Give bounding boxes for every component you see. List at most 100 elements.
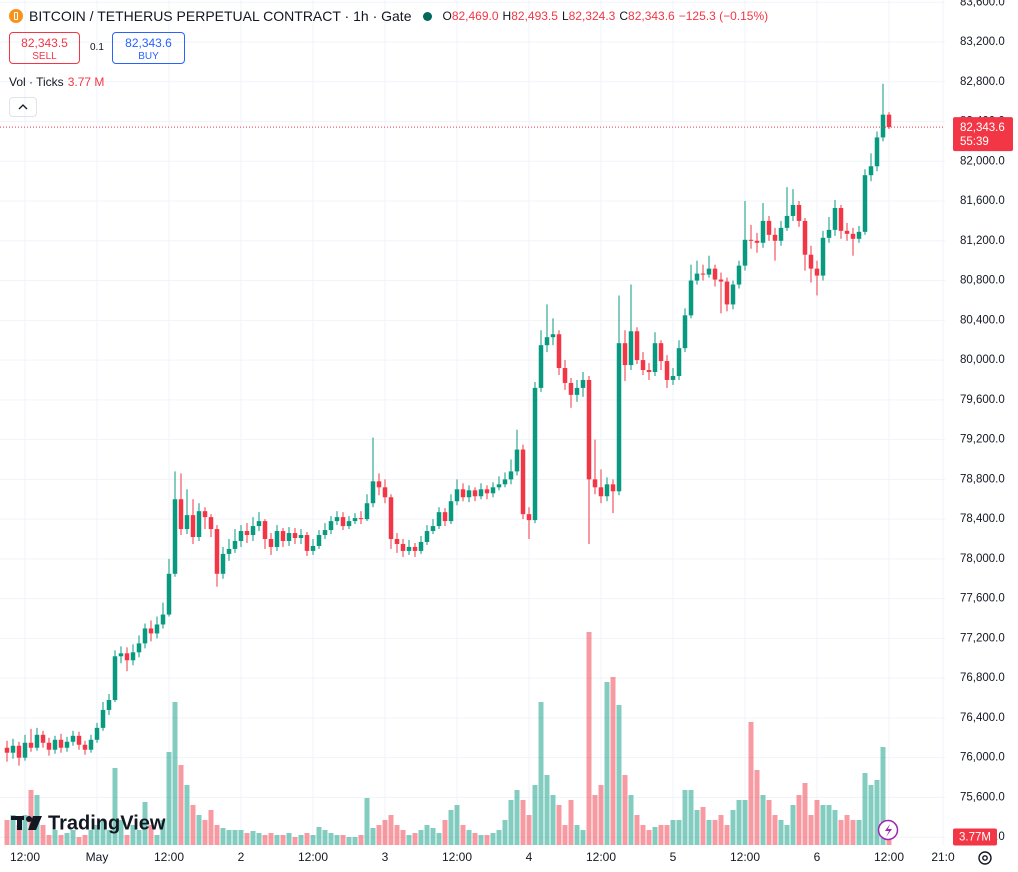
candle-body: [736, 265, 742, 285]
buy-button[interactable]: 82,343.6 BUY: [112, 32, 185, 64]
candle-body: [886, 114, 892, 128]
y-tick-label: 83,600.0: [960, 0, 1005, 8]
y-tick-label: 76,800.0: [960, 672, 1005, 684]
candle-body: [784, 215, 790, 228]
candle-body: [514, 449, 520, 472]
volume-bar: [166, 752, 172, 845]
volume-bar: [124, 835, 130, 845]
volume-bar: [46, 835, 52, 845]
time-axis-panel: [0, 845, 1018, 872]
y-tick-label: 82,800.0: [960, 76, 1005, 88]
candle-body: [586, 379, 592, 480]
gear-inner[interactable]: [982, 855, 988, 861]
y-tick-label: 78,400.0: [960, 513, 1005, 525]
collapse-icon[interactable]: [10, 98, 36, 116]
volume-bar: [724, 825, 730, 845]
settings-icon[interactable]: [978, 851, 992, 865]
y-tick-label: 77,600.0: [960, 593, 1005, 605]
y-tick-label: 80,400.0: [960, 314, 1005, 326]
candle-body: [70, 735, 76, 742]
candle-body: [640, 360, 646, 371]
volume-bar: [466, 830, 472, 845]
label-layer: 82,343.6 55:39 3.77M: [953, 117, 1013, 846]
candle-body: [232, 540, 238, 549]
status-dot: [423, 11, 433, 21]
candle-body: [466, 490, 472, 498]
volume-bar: [496, 830, 502, 845]
volume-bar: [448, 810, 454, 845]
volume-bar: [196, 815, 202, 845]
gear-outer[interactable]: [978, 851, 992, 865]
volume-bar: [736, 800, 742, 845]
candle-body: [844, 230, 850, 234]
candle-body: [118, 653, 124, 657]
volume-bar: [250, 831, 256, 845]
lightning-icon[interactable]: [877, 819, 899, 841]
candle-layer: [4, 83, 892, 766]
icon-bolt[interactable]: [885, 824, 892, 837]
chevron[interactable]: [18, 104, 28, 110]
candle-body: [682, 315, 688, 349]
candle-body: [190, 515, 196, 538]
candle-body: [100, 709, 106, 728]
sell-label[interactable]: SELL: [32, 51, 57, 62]
volume-bar: [202, 820, 208, 845]
candle-body: [610, 484, 616, 492]
last-price-label: 82,343.6: [960, 122, 1005, 134]
volume-bar: [850, 820, 856, 845]
candle-body: [634, 331, 640, 361]
buy-price[interactable]: 82,343.6: [125, 36, 172, 50]
candle-body: [148, 628, 154, 634]
volume-bar: [76, 837, 82, 845]
candle-body: [196, 511, 202, 538]
candle-body: [874, 137, 880, 167]
sell-price[interactable]: 82,343.5: [21, 36, 68, 50]
candle-body: [622, 343, 628, 366]
candle-body: [16, 745, 22, 758]
volume-bar: [676, 820, 682, 845]
candle-body: [172, 499, 178, 574]
volume-bar: [100, 820, 106, 845]
volume-bar: [802, 783, 808, 845]
candle-body: [556, 334, 562, 369]
volume-bar: [328, 833, 334, 845]
volume-bar: [628, 795, 634, 845]
y-tick-label: 81,600.0: [960, 195, 1005, 207]
candle-body: [238, 531, 244, 541]
candle-body: [508, 471, 514, 480]
candle-body: [76, 735, 82, 745]
volume-bar: [790, 805, 796, 845]
buy-label[interactable]: BUY: [138, 51, 159, 62]
candle-body: [214, 529, 220, 574]
volume-bar: [160, 820, 166, 845]
candle-body: [862, 175, 868, 232]
collapse-button[interactable]: [9, 97, 37, 117]
volume-bar: [646, 830, 652, 845]
volume-axis-box: [953, 828, 997, 846]
volume-bar: [550, 795, 556, 845]
volume-bar: [430, 828, 436, 845]
volume-bar: [610, 677, 616, 845]
volume-bar: [322, 830, 328, 845]
volume-bar: [310, 835, 316, 845]
candle-body: [280, 531, 286, 541]
volume-bar: [490, 833, 496, 845]
volume-bar: [502, 820, 508, 845]
countdown-label: 55:39: [960, 136, 989, 148]
volume-bar: [664, 825, 670, 845]
candle-body: [760, 220, 766, 243]
volume-bar: [208, 810, 214, 845]
candle-body: [688, 280, 694, 316]
legend-key: C: [619, 9, 629, 23]
volume-bar: [670, 820, 676, 845]
candle-body: [352, 518, 358, 522]
x-tick-label: 2: [238, 850, 245, 864]
volume-bar: [766, 800, 772, 845]
candle-body: [154, 624, 160, 634]
sell-button[interactable]: 82,343.5 SELL: [9, 32, 80, 64]
volume-bar: [148, 825, 154, 845]
candle-body: [34, 734, 40, 748]
volume-bar: [820, 805, 826, 845]
candle-body: [124, 653, 130, 661]
